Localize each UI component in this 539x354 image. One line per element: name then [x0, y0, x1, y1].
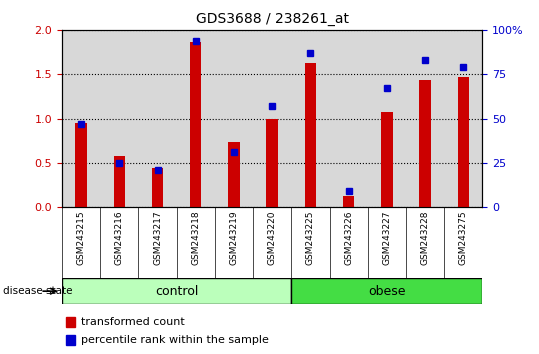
Text: GSM243228: GSM243228 — [420, 211, 430, 265]
Text: GSM243226: GSM243226 — [344, 211, 353, 265]
Text: GSM243219: GSM243219 — [230, 211, 238, 265]
Bar — [152, 168, 163, 207]
Text: GSM243220: GSM243220 — [268, 211, 277, 265]
Text: GSM243275: GSM243275 — [459, 211, 468, 265]
Text: obese: obese — [368, 285, 406, 298]
Bar — [66, 335, 75, 345]
Text: GSM243218: GSM243218 — [191, 211, 201, 265]
Bar — [343, 195, 354, 207]
Text: disease state: disease state — [3, 286, 72, 296]
Bar — [419, 80, 431, 207]
Title: GDS3688 / 238261_at: GDS3688 / 238261_at — [196, 12, 349, 26]
Text: GSM243215: GSM243215 — [77, 211, 86, 265]
Bar — [190, 41, 202, 207]
Text: GSM243227: GSM243227 — [382, 211, 391, 265]
Text: control: control — [155, 285, 198, 298]
Bar — [75, 123, 87, 207]
Bar — [291, 278, 482, 304]
Text: GSM243217: GSM243217 — [153, 211, 162, 265]
Text: GSM243216: GSM243216 — [115, 211, 124, 265]
Bar — [228, 143, 240, 207]
Text: transformed count: transformed count — [81, 317, 185, 327]
Text: percentile rank within the sample: percentile rank within the sample — [81, 335, 269, 345]
Bar — [114, 156, 125, 207]
Bar — [381, 113, 392, 207]
Bar — [266, 119, 278, 207]
Text: GSM243225: GSM243225 — [306, 211, 315, 265]
Bar — [458, 77, 469, 207]
Bar — [62, 278, 291, 304]
Bar — [305, 63, 316, 207]
Bar — [66, 317, 75, 327]
